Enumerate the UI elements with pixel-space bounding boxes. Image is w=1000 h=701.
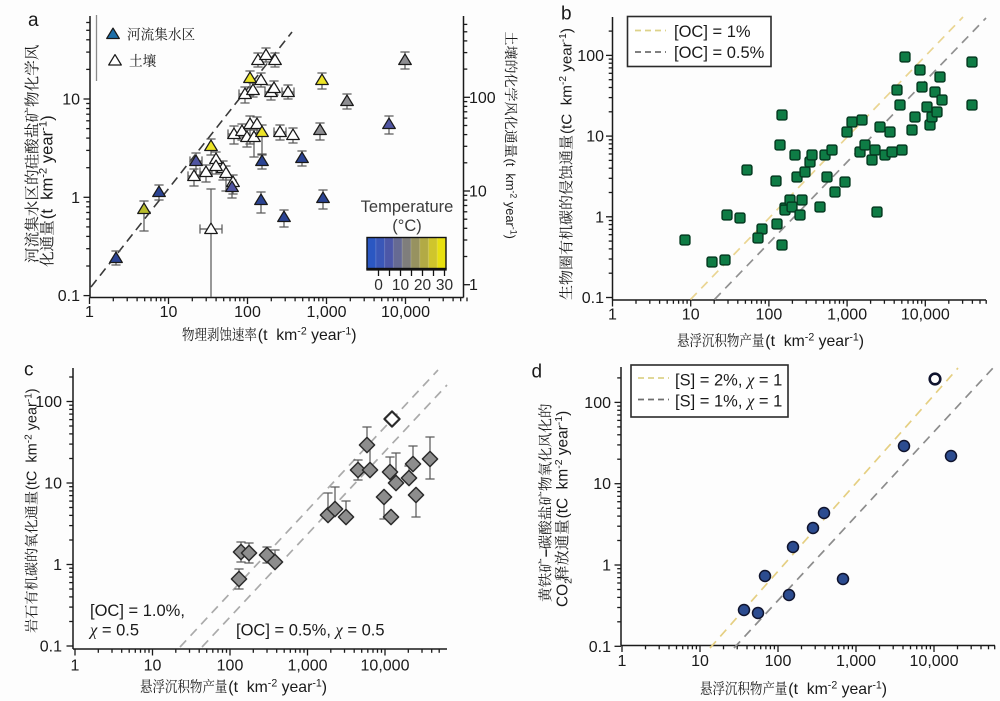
svg-text:1: 1 [53,557,62,574]
svg-text:[OC] = 1.0%,: [OC] = 1.0%, [90,602,185,620]
svg-text:1: 1 [602,558,611,575]
svg-text:(tC km-2 year-1): (tC km-2 year-1) [558,28,576,134]
svg-text:1: 1 [595,209,604,226]
svg-text:c: c [24,360,34,381]
svg-text:[S] = 1%, χ = 1: [S] = 1%, χ = 1 [675,392,782,411]
svg-text:100: 100 [756,307,783,324]
svg-text:10: 10 [593,476,611,493]
svg-text:[S] = 2%, χ = 1: [S] = 2%, χ = 1 [675,371,782,390]
svg-text:1,000: 1,000 [836,653,876,670]
svg-text:10: 10 [144,658,162,675]
svg-text:0.1: 0.1 [589,639,611,656]
svg-text:1: 1 [71,190,80,207]
svg-text:(t km-2 year-1): (t km-2 year-1) [228,677,327,696]
svg-text:a: a [28,10,39,31]
svg-text:100: 100 [584,395,611,412]
svg-text:(tC km-2 year-1): (tC km-2 year-1) [553,411,572,519]
svg-text:(t km-2 year-1): (t km-2 year-1) [503,159,519,239]
svg-text:10: 10 [160,304,178,321]
svg-text:100: 100 [765,653,792,670]
svg-text:10,000: 10,000 [381,304,430,321]
svg-text:1: 1 [608,307,617,324]
svg-text:10: 10 [586,129,604,146]
svg-text:1,000: 1,000 [306,304,346,321]
svg-text:b: b [561,4,572,25]
svg-text:100: 100 [35,394,62,411]
svg-text:1: 1 [85,304,94,321]
svg-text:0.1: 0.1 [58,288,80,305]
svg-text:0.1: 0.1 [40,639,62,656]
svg-text:100: 100 [469,90,496,107]
svg-text:1: 1 [618,653,627,670]
svg-text:1,000: 1,000 [827,307,867,324]
svg-text:[OC] = 0.5%, χ = 0.5: [OC] = 0.5%, χ = 0.5 [236,621,385,640]
svg-text:[OC] = 0.5%: [OC] = 0.5% [674,44,765,62]
svg-text:10: 10 [62,92,80,109]
svg-text:100: 100 [234,304,261,321]
svg-text:χ = 0.5: χ = 0.5 [88,621,139,640]
svg-text:10,000: 10,000 [910,653,959,670]
svg-text:100: 100 [217,658,244,675]
svg-text:0: 0 [374,277,383,294]
svg-text:10,000: 10,000 [361,658,410,675]
svg-text:10,000: 10,000 [901,307,950,324]
svg-text:(tC km-2 year-1): (tC km-2 year-1) [23,388,40,490]
svg-text:CO2​: CO2​ [555,578,575,607]
svg-text:10: 10 [691,653,709,670]
svg-text:d: d [532,362,543,383]
svg-text:Temperature: Temperature [361,198,454,216]
svg-text:1: 1 [71,658,80,675]
svg-text:10: 10 [469,184,487,201]
svg-text:(t km-2 year-1): (t km-2 year-1) [765,331,864,350]
svg-text:(t km-2 year-1): (t km-2 year-1) [788,679,887,698]
svg-text:(°C): (°C) [392,217,422,235]
svg-text:100: 100 [577,48,604,65]
svg-text:[OC] = 1%: [OC] = 1% [674,23,751,41]
svg-text:10: 10 [682,307,700,324]
svg-text:(t km-2 year-1): (t km-2 year-1) [38,115,57,219]
svg-text:10: 10 [44,476,62,493]
svg-text:20: 20 [414,277,432,294]
svg-text:0.1: 0.1 [582,290,604,307]
svg-text:1,000: 1,000 [287,658,327,675]
svg-text:10: 10 [392,277,410,294]
svg-text:(t km-2 year-1): (t km-2 year-1) [258,325,357,344]
svg-text:1: 1 [469,277,478,294]
svg-text:30: 30 [436,277,454,294]
